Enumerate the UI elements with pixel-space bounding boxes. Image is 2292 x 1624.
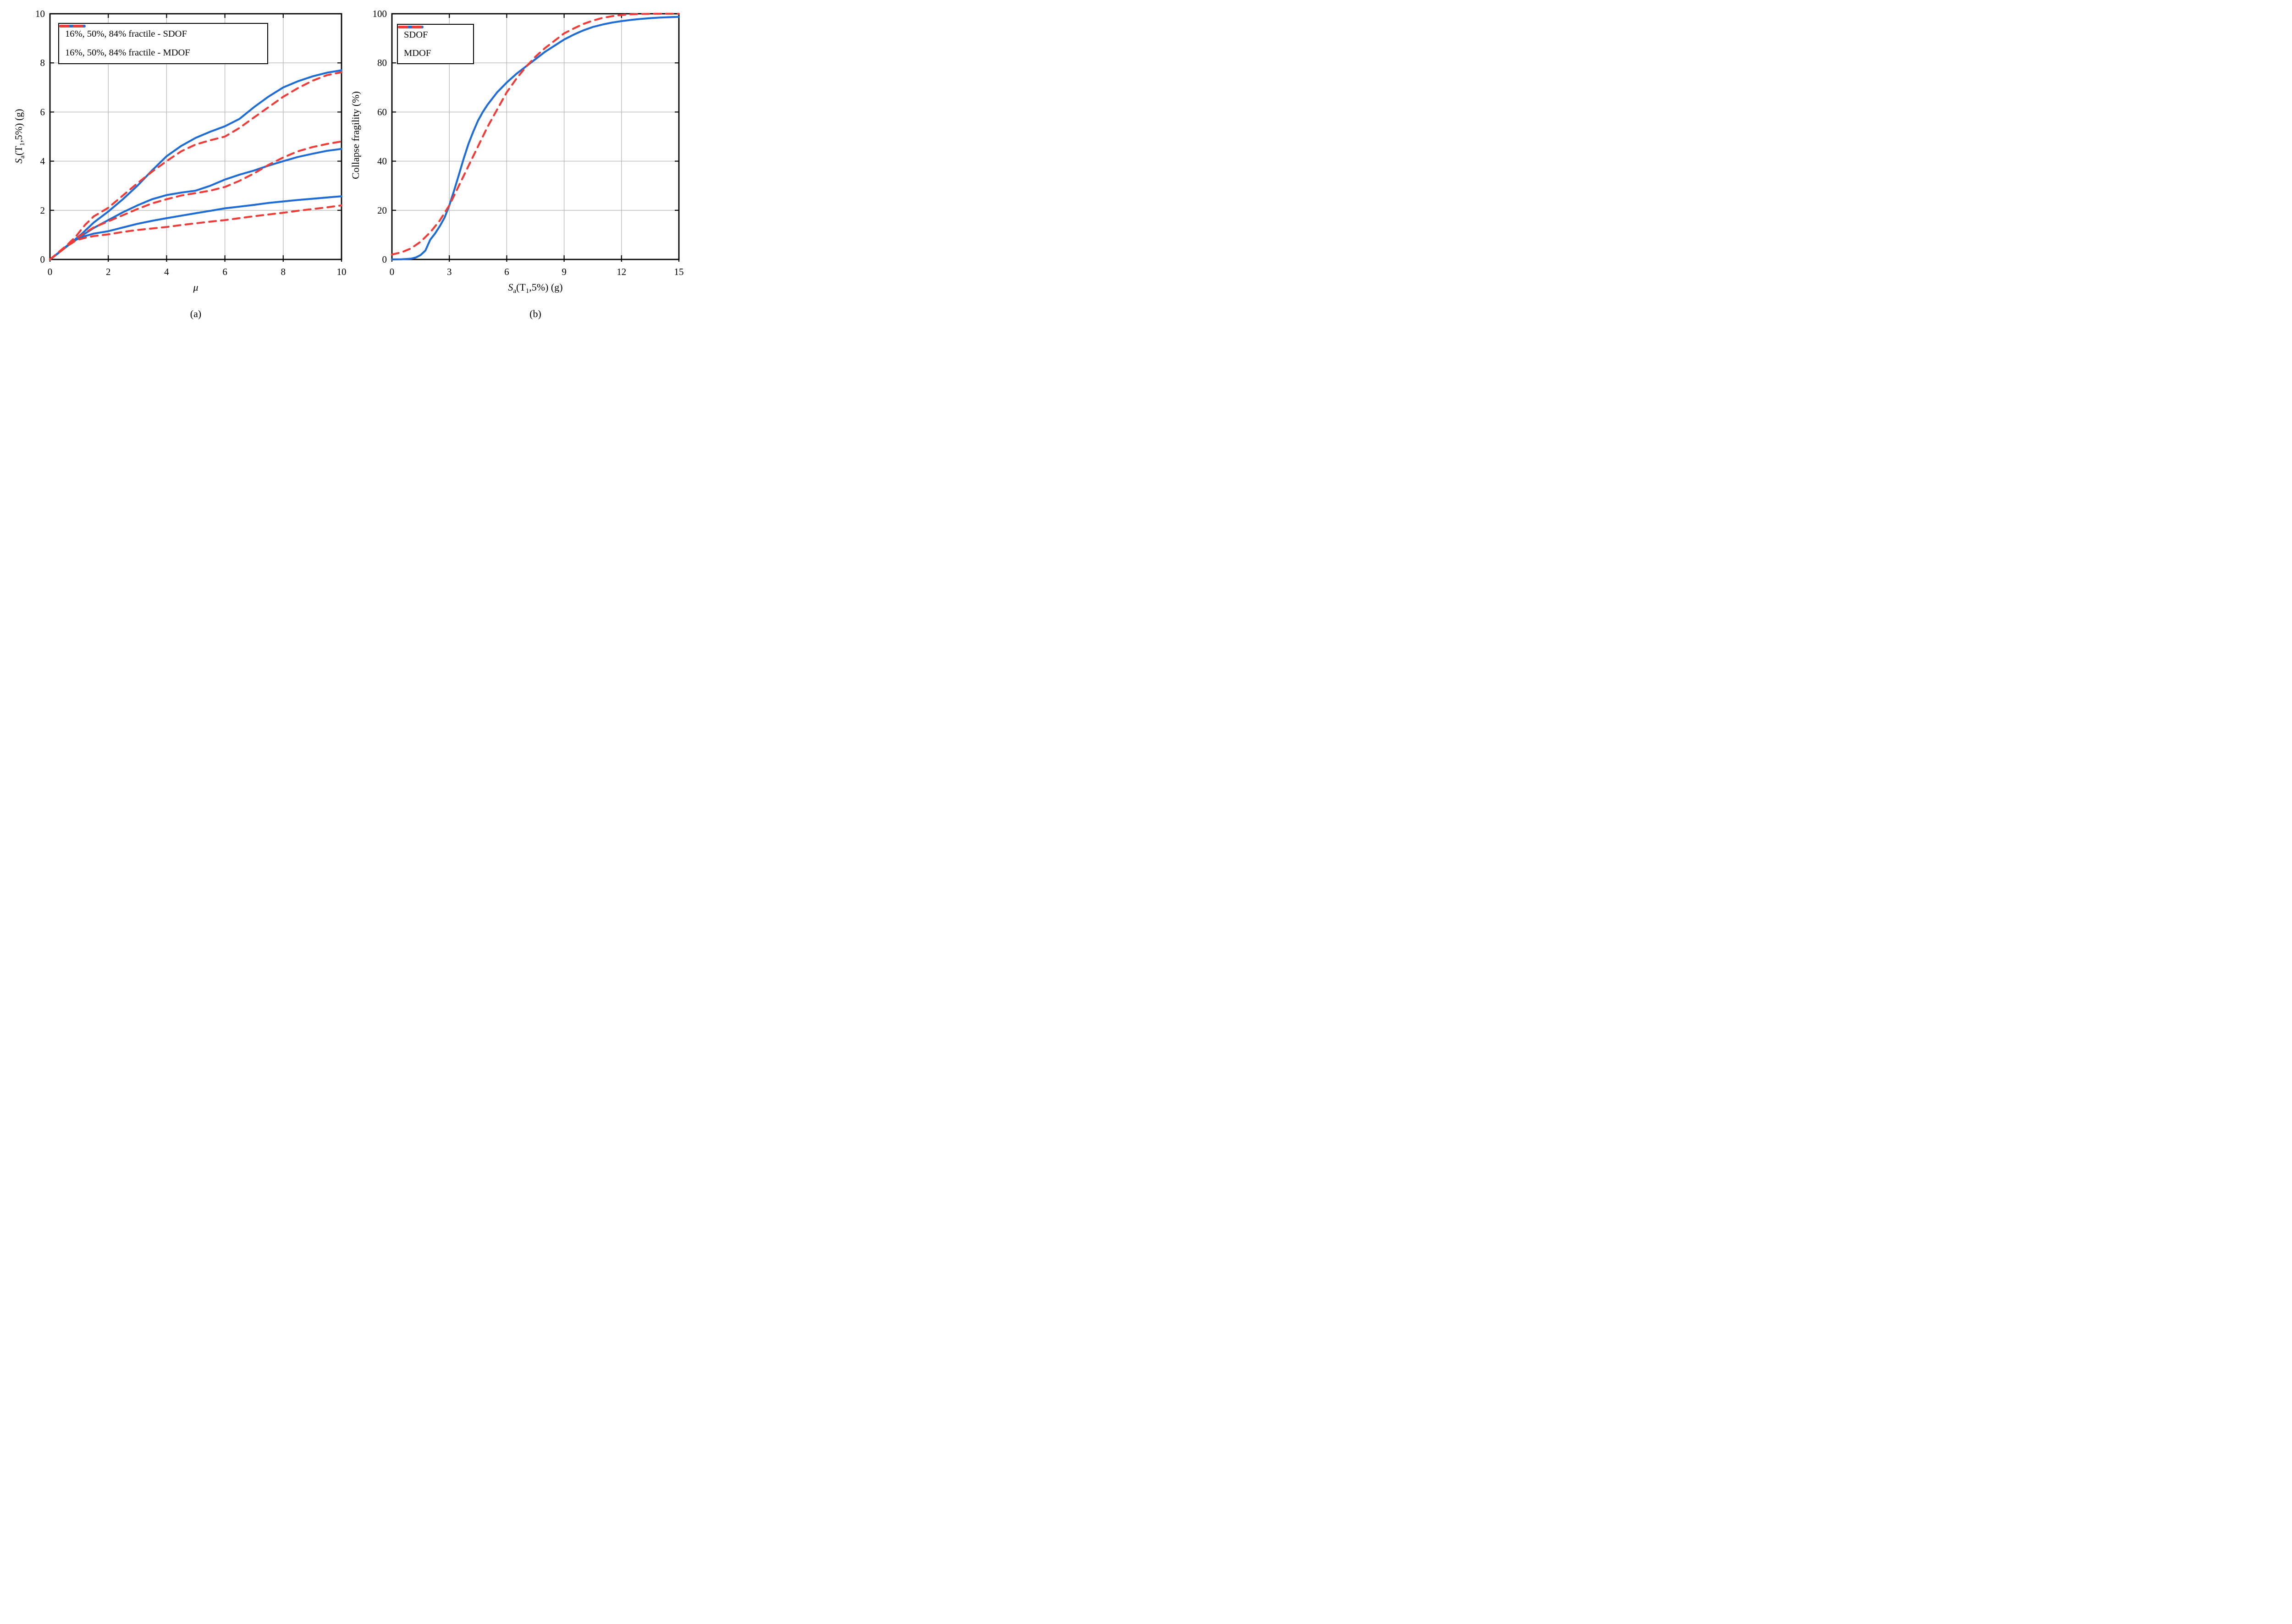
y-axis-label-b: Collapse fragility (%) [350, 66, 362, 204]
axes-frame [391, 13, 680, 260]
x-axis-label-b: Sa(T1,5%) (g) [467, 281, 604, 295]
label-part: Collapse fragility (%) [350, 91, 361, 179]
y-tick-label: 4 [40, 156, 45, 167]
legend-label: SDOF [404, 29, 428, 40]
y-tick-label: 6 [40, 106, 45, 117]
legend-b: SDOF MDOF [397, 24, 474, 64]
series-mdof-16-fractile [49, 204, 343, 261]
series-sdof-fragility [391, 16, 680, 261]
series-mdof-50-fractile [49, 140, 343, 261]
x-tick-label: 12 [617, 266, 626, 277]
series-mdof-84-fractile [49, 71, 343, 261]
label-part: S [508, 281, 513, 293]
x-tick-label: 6 [504, 266, 509, 277]
y-tick-label: 60 [377, 106, 387, 117]
label-part: a [513, 287, 517, 295]
series-sdof-16-fractile [49, 195, 343, 261]
legend-entry: MDOF [398, 26, 473, 58]
legend-entry: SDOF [398, 26, 473, 40]
legend-label: MDOF [404, 48, 431, 58]
series-sdof-50-fractile [49, 148, 343, 261]
figure-canvas: 0 2 4 6 8 10 0 2 4 6 8 10 0 3 6 9 12 15 0 20 40 60 80 100 μ Sa(… [0, 0, 686, 325]
label-part: (T [516, 281, 526, 293]
legend-label: 16%, 50%, 84% fractile - SDOF [65, 29, 187, 39]
label-part: a [19, 155, 27, 159]
y-tick-label: 2 [40, 205, 45, 216]
legend-entry: 16%, 50%, 84% fractile - SDOF [59, 25, 267, 39]
legend-dashed-line-sample [59, 25, 86, 28]
x-tick-label: 8 [281, 266, 286, 277]
y-tick-label: 0 [382, 254, 387, 265]
x-tick-label: 3 [447, 266, 452, 277]
y-tick-label: 80 [377, 57, 387, 68]
caption-b: (b) [529, 308, 541, 319]
legend-a: 16%, 50%, 84% fractile - SDOF 16%, 50%, 8… [58, 23, 268, 64]
y-axis-label-a: Sa(T1,5%) (g) [13, 67, 27, 205]
label-part: ,5%) (g) [12, 109, 24, 143]
y-tick-label: 40 [377, 156, 387, 167]
x-tick-label: 6 [222, 266, 227, 277]
caption-a: (a) [190, 308, 202, 319]
x-tick-label: 10 [337, 266, 347, 277]
axes-frame [49, 13, 342, 260]
legend-dashed-line-sample [398, 26, 424, 28]
legend-entry: 16%, 50%, 84% fractile - MDOF [59, 25, 267, 58]
y-tick-label: 8 [40, 57, 45, 68]
y-tick-label: 0 [40, 254, 45, 265]
y-tick-label: 20 [377, 205, 387, 216]
legend-label: 16%, 50%, 84% fractile - MDOF [65, 48, 190, 58]
label-part: ,5%) (g) [529, 281, 563, 293]
label-part: (T [12, 146, 24, 156]
x-tick-label: 0 [48, 266, 53, 277]
label-part: μ [193, 281, 198, 293]
y-tick-label: 100 [373, 8, 387, 19]
x-tick-label: 15 [674, 266, 684, 277]
x-tick-label: 9 [562, 266, 567, 277]
x-axis-label-a: μ [127, 281, 264, 293]
x-tick-label: 0 [390, 266, 395, 277]
y-tick-label: 10 [35, 8, 45, 19]
label-part: 1 [525, 287, 529, 295]
label-part: 1 [19, 142, 27, 146]
series-sdof-84-fractile [49, 69, 343, 261]
label-part: S [12, 158, 24, 164]
x-tick-label: 2 [106, 266, 111, 277]
x-tick-label: 4 [164, 266, 169, 277]
series-mdof-fragility [391, 12, 680, 256]
